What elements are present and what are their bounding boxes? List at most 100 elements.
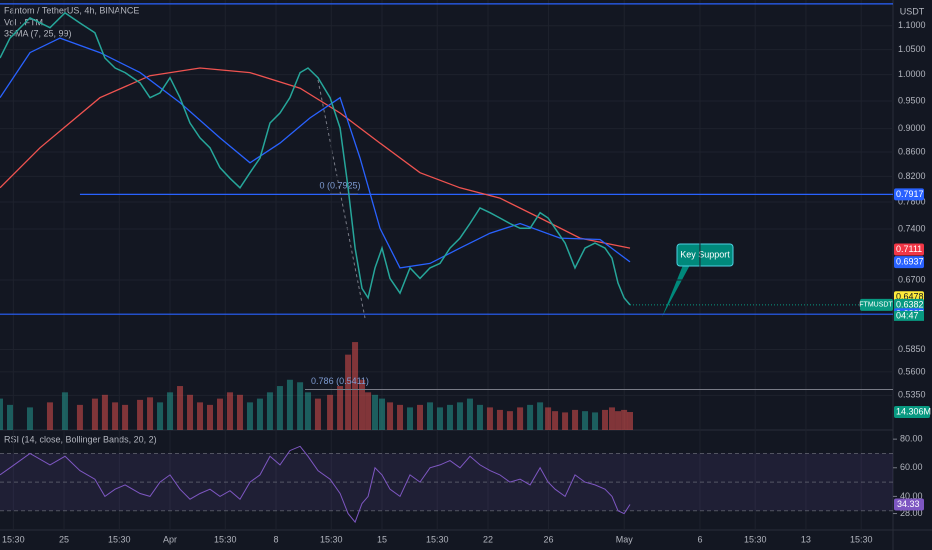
volume-tag-label: 14.306M bbox=[896, 406, 931, 416]
price-tag-label: 0.7917 bbox=[896, 189, 924, 199]
callout-pointer bbox=[662, 265, 690, 317]
price-tag-label: 0.6478 bbox=[896, 292, 924, 302]
price-tag bbox=[894, 298, 924, 311]
price-line bbox=[0, 11, 631, 306]
x-tick-label: 15:30 bbox=[214, 534, 237, 544]
countdown-tag bbox=[894, 310, 924, 321]
volume-bar bbox=[276, 386, 283, 430]
volume-bar bbox=[147, 397, 154, 430]
fib-label: 0 (0.7925) bbox=[319, 180, 360, 190]
volume-bar bbox=[112, 402, 119, 430]
fib-label: 0.786 (0.5411) bbox=[311, 376, 369, 386]
rsi-label: RSI (14, close, Bollinger Bands, 20, 2) bbox=[4, 434, 157, 444]
y-tick-label: 0.9000 bbox=[898, 123, 926, 133]
volume-bar bbox=[314, 398, 321, 430]
volume-bar bbox=[572, 409, 579, 430]
y-tick-label: 0.9500 bbox=[898, 95, 926, 105]
y-tick-label: 0.8600 bbox=[898, 146, 926, 156]
x-tick-label: 15:30 bbox=[320, 534, 343, 544]
volume-bar bbox=[407, 407, 414, 430]
volume-bar bbox=[157, 402, 164, 430]
y-tick-label: 1.0000 bbox=[898, 69, 926, 79]
x-tick-label: 13 bbox=[801, 534, 811, 544]
x-tick-label: 15:30 bbox=[426, 534, 449, 544]
volume-bar bbox=[615, 411, 622, 430]
volume-bar bbox=[46, 402, 53, 430]
volume-bar bbox=[552, 411, 559, 430]
x-tick-label: 15:30 bbox=[2, 534, 25, 544]
y-tick-label: 0.8200 bbox=[898, 171, 926, 181]
x-tick-label: 15:30 bbox=[744, 534, 767, 544]
rsi-tick-label: 40.00 bbox=[900, 491, 923, 501]
volume-tag bbox=[894, 406, 930, 419]
x-tick-label: 15 bbox=[377, 534, 387, 544]
volume-bar bbox=[137, 399, 144, 430]
volume-bar bbox=[256, 398, 263, 430]
volume-bar bbox=[327, 394, 334, 430]
volume-bar bbox=[506, 411, 513, 430]
volume-bar bbox=[297, 382, 304, 430]
volume-bar bbox=[246, 402, 253, 430]
volume-bar bbox=[456, 402, 463, 430]
volume-bar bbox=[608, 407, 615, 430]
price-tag-label: 0.7111 bbox=[896, 244, 922, 254]
volume-bar bbox=[286, 379, 293, 430]
volume-bar bbox=[527, 404, 534, 430]
x-tick-label: 15:30 bbox=[108, 534, 131, 544]
volume-bar bbox=[379, 398, 386, 430]
y-tick-label: 1.1000 bbox=[898, 20, 926, 30]
volume-bar bbox=[91, 398, 98, 430]
callout-text: Key Support bbox=[680, 249, 730, 259]
volume-bar bbox=[197, 402, 204, 430]
volume-bar bbox=[26, 407, 33, 430]
price-tag-label: 0.6937 bbox=[896, 257, 924, 267]
volume-bar bbox=[187, 394, 194, 430]
volume-bar bbox=[602, 409, 609, 430]
fib-anchor bbox=[317, 79, 366, 319]
x-tick-label: 6 bbox=[697, 534, 702, 544]
volume-bar bbox=[304, 392, 311, 430]
volume-bar bbox=[517, 407, 524, 430]
volume-bar bbox=[436, 407, 443, 430]
volume-bar bbox=[426, 402, 433, 430]
moving-average bbox=[0, 67, 631, 249]
y-tick-label: 0.7400 bbox=[898, 223, 926, 233]
x-tick-label: 25 bbox=[59, 534, 69, 544]
volume-bar bbox=[537, 402, 544, 430]
moving-average bbox=[0, 37, 631, 269]
volume-bar bbox=[122, 404, 129, 430]
price-tag bbox=[894, 256, 924, 269]
y-tick-label: 0.7800 bbox=[898, 196, 926, 206]
x-tick-label: 8 bbox=[274, 534, 279, 544]
volume-bar bbox=[177, 386, 184, 430]
price-tag bbox=[894, 243, 924, 256]
volume-bar bbox=[101, 394, 108, 430]
volume-bar bbox=[266, 392, 273, 430]
price-tag-label: 0.6382 bbox=[896, 299, 924, 309]
volume-bar bbox=[216, 398, 223, 430]
symbol-tag bbox=[860, 298, 893, 311]
y-tick-label: 0.5850 bbox=[898, 344, 926, 354]
y-tick-label: 1.0500 bbox=[898, 44, 926, 54]
volume-bar bbox=[61, 392, 68, 430]
countdown: 04:47 bbox=[896, 310, 919, 320]
volume-bar bbox=[337, 386, 344, 430]
volume-bar bbox=[592, 412, 599, 430]
volume-bar bbox=[496, 409, 503, 430]
currency: USDT bbox=[900, 6, 925, 16]
volume-bar bbox=[372, 394, 379, 430]
volume-bar bbox=[0, 398, 3, 430]
volume-bar bbox=[417, 404, 424, 430]
volume-label: Vol · FTM bbox=[4, 17, 43, 27]
rsi-tag-label: 34.33 bbox=[897, 499, 920, 509]
rsi-tick-label: 28.00 bbox=[900, 508, 923, 518]
chart-title: Fantom / TetherUS, 4h, BINANCE bbox=[4, 5, 139, 15]
volume-bar bbox=[476, 404, 483, 430]
volume-bar bbox=[545, 407, 552, 430]
volume-bar bbox=[397, 404, 404, 430]
x-tick-label: 26 bbox=[544, 534, 554, 544]
rsi-line bbox=[0, 445, 631, 524]
volume-bar bbox=[76, 404, 83, 430]
